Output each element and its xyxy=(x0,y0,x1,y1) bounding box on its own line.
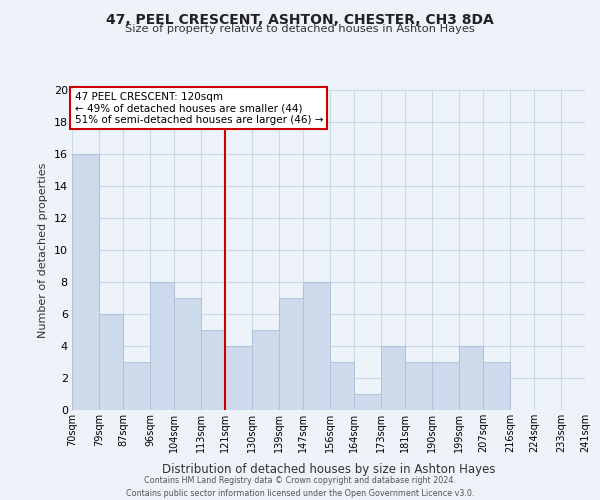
Bar xyxy=(123,362,150,410)
Bar xyxy=(279,298,303,410)
Bar xyxy=(432,362,459,410)
Bar xyxy=(225,346,252,410)
Bar xyxy=(72,154,99,410)
Text: Contains HM Land Registry data © Crown copyright and database right 2024.
Contai: Contains HM Land Registry data © Crown c… xyxy=(126,476,474,498)
X-axis label: Distribution of detached houses by size in Ashton Hayes: Distribution of detached houses by size … xyxy=(162,464,495,476)
Bar xyxy=(303,282,330,410)
Bar xyxy=(252,330,279,410)
Bar xyxy=(330,362,354,410)
Bar xyxy=(201,330,225,410)
Bar xyxy=(99,314,123,410)
Bar xyxy=(150,282,174,410)
Bar xyxy=(483,362,510,410)
Bar xyxy=(459,346,483,410)
Bar xyxy=(405,362,432,410)
Y-axis label: Number of detached properties: Number of detached properties xyxy=(38,162,48,338)
Text: Size of property relative to detached houses in Ashton Hayes: Size of property relative to detached ho… xyxy=(125,24,475,34)
Bar xyxy=(381,346,405,410)
Text: 47, PEEL CRESCENT, ASHTON, CHESTER, CH3 8DA: 47, PEEL CRESCENT, ASHTON, CHESTER, CH3 … xyxy=(106,12,494,26)
Text: 47 PEEL CRESCENT: 120sqm
← 49% of detached houses are smaller (44)
51% of semi-d: 47 PEEL CRESCENT: 120sqm ← 49% of detach… xyxy=(74,92,323,125)
Bar xyxy=(174,298,201,410)
Bar xyxy=(354,394,381,410)
